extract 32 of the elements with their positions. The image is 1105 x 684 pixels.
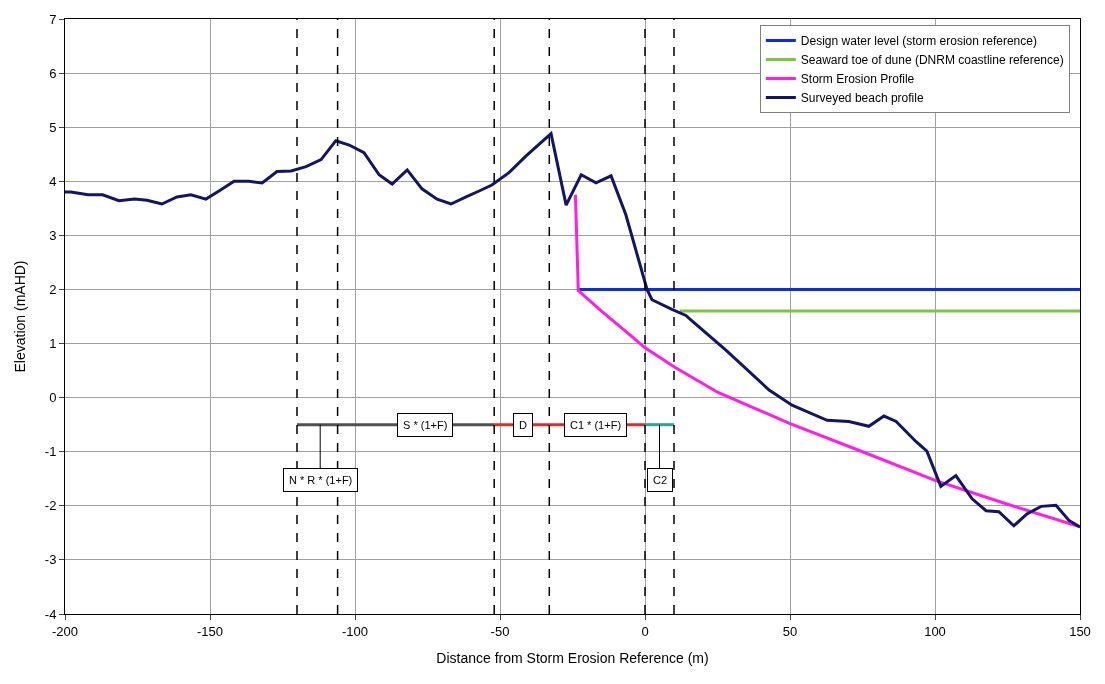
y-tick-label: -3 [44, 552, 57, 568]
y-tick-label: -4 [44, 606, 57, 622]
annotation: N * R * (1+F) [289, 474, 353, 486]
y-tick-label: -1 [44, 444, 57, 460]
annotation: D [519, 419, 527, 431]
annotation: C2 [653, 474, 668, 486]
annotation: S * (1+F) [403, 419, 448, 431]
legend-label: Storm Erosion Profile [800, 72, 915, 87]
line-series [65, 132, 1080, 529]
y-tick-label: 1 [49, 336, 57, 352]
y-tick-label: -2 [44, 498, 57, 514]
legend-label: Design water level (storm erosion reference) [800, 34, 1037, 49]
x-tick-label: 50 [782, 623, 798, 639]
y-tick-label: 6 [49, 65, 57, 81]
x-axis-title: Distance from Storm Erosion Reference (m) [436, 649, 709, 666]
y-tick-label: 7 [49, 11, 57, 27]
y-tick-label: 2 [49, 282, 57, 297]
x-tick-label: 100 [924, 623, 946, 639]
y-axis-title: Elevation (mAHD) [12, 260, 29, 373]
annotation: C1 * (1+F) [570, 419, 622, 431]
x-tick-label: -200 [51, 623, 79, 639]
y-tick-label: 4 [49, 173, 57, 189]
x-tick-label: 0 [641, 623, 649, 639]
y-tick-label: 3 [49, 227, 57, 243]
legend-label: Surveyed beach profile [800, 91, 924, 106]
x-tick-label: 150 [1069, 623, 1091, 639]
x-tick-label: -50 [490, 623, 510, 639]
x-tick-label: -100 [341, 623, 369, 639]
y-tick-label: 5 [49, 119, 57, 135]
x-tick-label: -150 [196, 623, 224, 639]
y-tick-label: 0 [49, 390, 57, 406]
legend-label: Seaward toe of dune (DNRM coastline reference) [800, 53, 1064, 68]
